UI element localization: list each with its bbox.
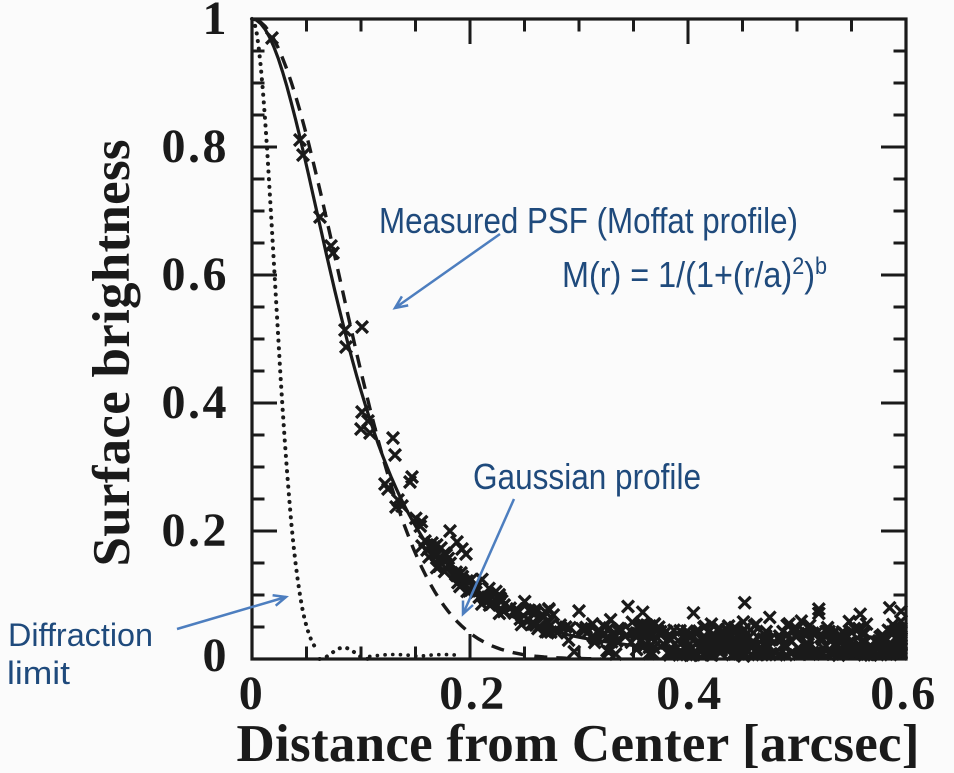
svg-text:0.4: 0.4 [656, 667, 724, 720]
svg-text:0.6: 0.6 [870, 667, 938, 720]
svg-text:0.6: 0.6 [162, 248, 230, 301]
svg-text:Diffraction: Diffraction [8, 617, 153, 653]
svg-text:0.4: 0.4 [162, 376, 230, 429]
svg-text:0: 0 [203, 629, 230, 682]
svg-text:0.2: 0.2 [162, 504, 230, 557]
svg-text:Measured PSF (Moffat profile): Measured PSF (Moffat profile) [379, 200, 798, 241]
svg-text:Distance from Center [arcsec]: Distance from Center [arcsec] [237, 715, 920, 773]
svg-text:Gaussian profile: Gaussian profile [473, 456, 701, 497]
svg-text:1: 1 [203, 0, 230, 45]
svg-text:M(r) = 1/(1+(r/a)2)b: M(r) = 1/(1+(r/a)2)b [562, 253, 827, 295]
svg-text:0.2: 0.2 [439, 667, 507, 720]
svg-text:Surface brightness: Surface brightness [83, 140, 141, 567]
svg-text:0: 0 [239, 667, 266, 720]
svg-text:limit: limit [7, 655, 70, 691]
svg-text:0.8: 0.8 [162, 120, 230, 173]
